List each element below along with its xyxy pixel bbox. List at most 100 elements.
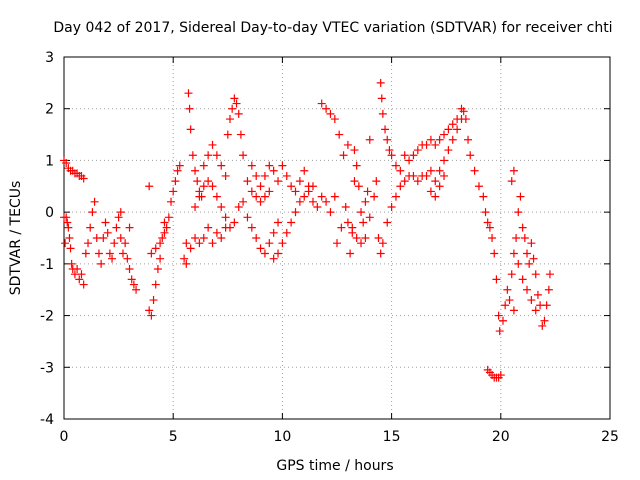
y-tick-labels: -4 -3 -2 -1 0 1 2 3 — [40, 50, 54, 428]
data-point — [359, 218, 368, 227]
data-point — [116, 234, 125, 242]
data-point — [145, 306, 154, 315]
data-point — [234, 109, 243, 118]
data-point — [151, 244, 160, 253]
data-point — [485, 223, 494, 232]
data-point — [300, 192, 309, 201]
data-point — [391, 161, 400, 170]
data-point — [269, 166, 278, 175]
data-point — [339, 151, 348, 160]
data-point — [466, 151, 475, 160]
data-point — [481, 208, 490, 217]
data-point — [86, 223, 95, 232]
chart-title: Day 042 of 2017, Sidereal Day-to-day VTE… — [53, 20, 612, 36]
data-point — [116, 208, 125, 217]
data-point — [260, 171, 269, 180]
x-tick-label: 15 — [383, 429, 401, 445]
data-point — [90, 197, 99, 206]
x-tick-label: 20 — [492, 429, 510, 445]
data-point — [350, 146, 359, 155]
data-point — [474, 182, 483, 191]
data-point — [512, 234, 521, 242]
data-point — [182, 259, 191, 268]
data-point — [498, 316, 507, 325]
data-point — [62, 159, 71, 168]
data-point — [123, 254, 132, 263]
data-point — [191, 166, 200, 175]
data-point — [317, 99, 326, 108]
data-point — [542, 301, 551, 310]
data-point — [396, 166, 405, 175]
data-point — [361, 197, 370, 206]
data-point — [346, 249, 355, 258]
data-point — [348, 223, 357, 232]
data-point — [208, 140, 217, 149]
data-point — [287, 182, 296, 191]
data-point — [488, 234, 497, 242]
data-point — [195, 192, 204, 201]
data-point — [376, 249, 385, 258]
data-point — [282, 171, 291, 180]
data-point — [278, 161, 287, 170]
data-point — [440, 156, 449, 165]
data-point — [343, 218, 352, 227]
data-point — [217, 234, 226, 242]
data-point — [252, 234, 261, 242]
y-tick-label: 1 — [45, 153, 54, 169]
data-point — [84, 239, 93, 248]
data-point — [62, 213, 71, 222]
x-tick-label: 25 — [601, 429, 619, 445]
data-point — [333, 239, 341, 248]
data-point — [409, 151, 418, 160]
data-point — [341, 202, 350, 211]
data-point — [169, 187, 178, 196]
data-point — [337, 223, 346, 232]
data-point — [431, 177, 440, 186]
data-point — [234, 202, 243, 211]
data-point — [431, 192, 440, 201]
data-point — [199, 182, 208, 191]
data-point — [509, 166, 518, 175]
data-point — [265, 161, 274, 170]
data-point — [65, 234, 74, 242]
data-point — [247, 223, 256, 232]
data-point — [326, 208, 335, 217]
data-point — [520, 234, 529, 242]
data-point — [160, 218, 169, 227]
data-point — [156, 254, 165, 263]
data-point — [372, 177, 381, 186]
data-point — [221, 213, 230, 222]
data-point — [354, 182, 363, 191]
data-point — [383, 135, 392, 144]
data-point — [295, 197, 304, 206]
grid — [64, 57, 610, 419]
data-point — [400, 177, 409, 186]
data-point — [247, 161, 256, 170]
data-point — [228, 104, 237, 113]
data-point — [256, 182, 265, 191]
x-axis-label: GPS time / hours — [276, 458, 393, 474]
data-point — [121, 239, 130, 248]
data-point — [125, 265, 134, 274]
data-point — [129, 280, 138, 289]
data-point — [64, 223, 73, 232]
data-point — [212, 151, 221, 160]
data-point — [505, 296, 514, 305]
data-point — [409, 171, 418, 180]
data-point — [269, 254, 278, 263]
data-point — [160, 228, 169, 237]
data-point — [147, 311, 156, 320]
data-point — [145, 182, 154, 191]
data-point — [529, 254, 538, 263]
data-point — [269, 228, 278, 237]
data-point — [518, 223, 527, 232]
data-point — [212, 192, 221, 201]
data-point — [223, 130, 232, 139]
data-point — [199, 161, 208, 170]
data-point — [256, 197, 265, 206]
data-point — [204, 177, 213, 186]
data-point — [352, 234, 361, 242]
data-point — [495, 327, 504, 336]
y-tick-label: 3 — [45, 50, 54, 66]
